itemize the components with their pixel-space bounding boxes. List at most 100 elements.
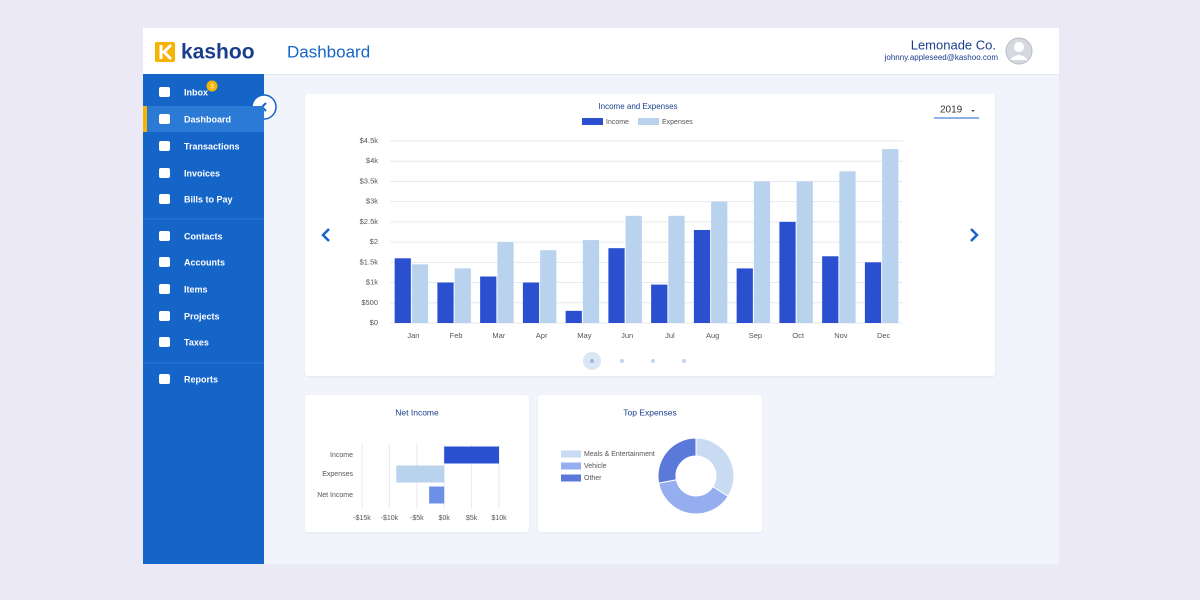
x-tick-label: $10k xyxy=(491,515,507,522)
nav-label[interactable]: Items xyxy=(184,284,208,294)
bar xyxy=(693,229,711,323)
nav-label[interactable]: Contacts xyxy=(184,231,223,241)
bar xyxy=(497,242,514,323)
bar xyxy=(429,486,445,504)
nav-label[interactable]: Reports xyxy=(184,374,218,384)
nav-label[interactable]: Dashboard xyxy=(184,114,231,124)
bar xyxy=(753,181,771,323)
bar xyxy=(625,215,642,323)
legend-label: Meals & Entertainment xyxy=(584,451,655,458)
bar xyxy=(822,256,839,323)
bar xyxy=(565,310,582,323)
nav-label[interactable]: Taxes xyxy=(184,337,209,347)
bar xyxy=(582,240,600,323)
legend-label: Vehicle xyxy=(584,463,607,470)
year-select-value: 2019 xyxy=(940,105,963,116)
bar xyxy=(864,262,882,323)
x-tick-label: Feb xyxy=(450,331,463,340)
bar xyxy=(711,201,728,323)
bar xyxy=(668,215,685,323)
nav-label[interactable]: Inbox xyxy=(184,87,208,97)
bar xyxy=(444,446,499,464)
x-tick-label: Sep xyxy=(749,331,762,340)
legend-swatch xyxy=(561,474,581,482)
top-bar xyxy=(143,28,1059,75)
legend-swatch xyxy=(638,118,659,125)
nav-icon xyxy=(159,257,170,267)
y-tick-label: $2 xyxy=(370,237,378,246)
user-email: johnny.appleseed@kashoo.com xyxy=(884,53,999,62)
y-tick-label: Expenses xyxy=(322,471,353,478)
avatar[interactable] xyxy=(1005,37,1033,65)
bar xyxy=(839,171,856,323)
chart-title: Net Income xyxy=(395,407,439,417)
x-tick-label: Jan xyxy=(407,331,419,340)
x-tick-label: May xyxy=(577,331,591,340)
nav-label[interactable]: Invoices xyxy=(184,168,220,178)
nav-label[interactable]: Accounts xyxy=(184,257,225,267)
bar xyxy=(396,465,445,483)
nav-label[interactable]: Projects xyxy=(184,311,220,321)
y-tick-label: $2.5k xyxy=(360,217,379,226)
logo-text: kashoo xyxy=(181,41,255,64)
carousel-next[interactable] xyxy=(970,228,979,242)
legend-label: Other xyxy=(584,475,602,482)
x-tick-label: Mar xyxy=(492,331,505,340)
nav-label[interactable]: Bills to Pay xyxy=(184,194,233,204)
bar xyxy=(882,149,899,323)
bar xyxy=(522,282,540,323)
nav-badge xyxy=(206,80,218,92)
nav-active-marker xyxy=(143,106,147,132)
x-tick-label: Apr xyxy=(536,331,548,340)
legend-label: Income xyxy=(606,119,629,126)
legend-swatch xyxy=(561,450,581,458)
bar xyxy=(608,248,625,323)
year-select[interactable]: 2019 xyxy=(934,105,979,119)
y-tick-label: $1k xyxy=(366,278,378,287)
carousel-dot[interactable] xyxy=(590,359,594,363)
legend-swatch xyxy=(582,118,603,125)
x-tick-label: Jul xyxy=(665,331,675,340)
x-tick-label: $0k xyxy=(439,515,451,522)
y-tick-label: $3k xyxy=(366,197,378,206)
nav-icon xyxy=(159,231,170,241)
legend-label: Expenses xyxy=(662,119,693,126)
nav-icon xyxy=(159,194,170,204)
nav-icon xyxy=(159,87,170,97)
y-tick-label: $4k xyxy=(366,156,378,165)
bar xyxy=(779,221,796,323)
nav-icon xyxy=(159,141,170,151)
donut-slice xyxy=(657,437,697,484)
nav-icon xyxy=(159,284,170,294)
carousel-dot[interactable] xyxy=(682,359,686,363)
nav-icon xyxy=(159,337,170,347)
y-tick-label: Net Income xyxy=(317,492,353,499)
nav-icon xyxy=(159,168,170,178)
x-tick-label: Jun xyxy=(621,331,633,340)
page-title: Dashboard xyxy=(287,42,370,61)
carousel-dot[interactable] xyxy=(620,359,624,363)
legend-swatch xyxy=(561,462,581,470)
nav-label[interactable]: Transactions xyxy=(184,141,240,151)
chart-title: Top Expenses xyxy=(623,407,676,417)
carousel-dot[interactable] xyxy=(651,359,655,363)
chart-title: Income and Expenses xyxy=(598,102,677,111)
y-tick-label: $0 xyxy=(370,318,378,327)
bar xyxy=(480,276,497,323)
bar xyxy=(437,282,454,323)
x-tick-label: Nov xyxy=(834,331,848,340)
bar xyxy=(651,284,668,323)
y-tick-label: $1.5k xyxy=(360,257,379,266)
x-tick-label: Oct xyxy=(792,331,805,340)
bar xyxy=(540,250,557,323)
nav-icon xyxy=(159,114,170,124)
bar xyxy=(796,181,813,323)
y-tick-label: $3.5k xyxy=(360,176,379,185)
x-tick-label: Aug xyxy=(706,331,719,340)
carousel-prev[interactable] xyxy=(321,228,330,242)
bar xyxy=(454,268,471,323)
x-tick-label: Dec xyxy=(877,331,891,340)
x-tick-label: -$15k xyxy=(353,515,371,522)
